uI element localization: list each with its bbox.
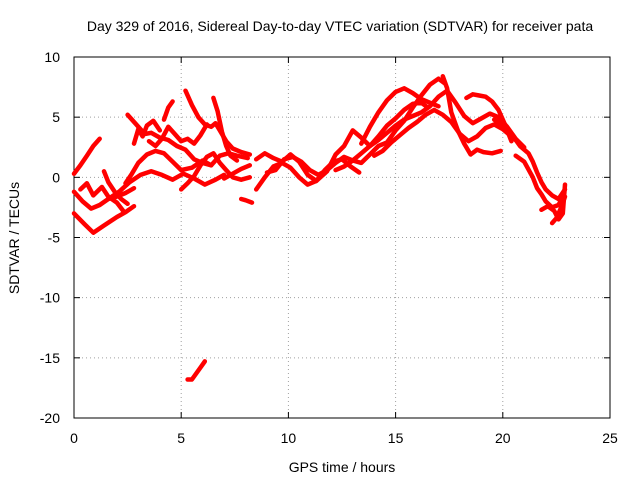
series-arc-13: [183, 88, 253, 157]
series-arc-27: [513, 153, 566, 210]
series-arc-25: [464, 92, 514, 144]
series-arc-22: [333, 88, 527, 173]
x-axis-title: GPS time / hours: [289, 459, 396, 475]
series-arc-8: [125, 112, 250, 168]
y-tick-label: 10: [44, 49, 60, 65]
series-arc-3: [71, 203, 137, 235]
x-tick-label: 20: [495, 430, 511, 446]
series-arc-26: [491, 117, 568, 202]
y-tick-label: 0: [52, 169, 60, 185]
y-tick-label: -10: [40, 290, 60, 306]
data-series: [71, 74, 568, 382]
y-axis-title: SDTVAR / TECUs: [6, 182, 22, 294]
y-tick-label: 5: [52, 109, 60, 125]
series-arc-10: [146, 122, 210, 149]
x-tick-label: 0: [70, 430, 78, 446]
chart-title: Day 329 of 2016, Sidereal Day-to-day VTE…: [87, 18, 594, 34]
x-tick-label: 5: [177, 430, 185, 446]
series-arc-29: [549, 194, 568, 226]
series-arc-12: [178, 151, 253, 192]
series-arc-9: [131, 118, 163, 146]
x-tick-label: 25: [602, 430, 618, 446]
y-tick-label: -20: [40, 410, 60, 426]
series-arc-11: [161, 99, 175, 122]
series-arc-4: [78, 181, 126, 214]
series-arc-1: [71, 136, 102, 176]
series-arc-20: [264, 76, 448, 178]
series-arc-5: [101, 169, 130, 207]
x-tick-label: 10: [281, 430, 297, 446]
y-tick-label: -5: [48, 230, 61, 246]
series-arc-16: [238, 196, 255, 205]
grid: [74, 57, 610, 418]
series-arc-21: [359, 86, 441, 146]
series-arc-23: [371, 107, 523, 158]
series-arc-24: [440, 74, 503, 157]
series-arc-17: [185, 359, 208, 382]
series-arc-14: [211, 95, 240, 163]
y-tick-label: -15: [40, 350, 60, 366]
series-arc-2: [71, 185, 137, 211]
series-arc-7: [123, 148, 214, 186]
series-arc-15: [221, 163, 253, 181]
x-tick-label: 15: [388, 430, 404, 446]
axis-ticks: 0 5 10 15 20 25 -20 -15 -10 -5 0 5 10: [40, 49, 618, 446]
